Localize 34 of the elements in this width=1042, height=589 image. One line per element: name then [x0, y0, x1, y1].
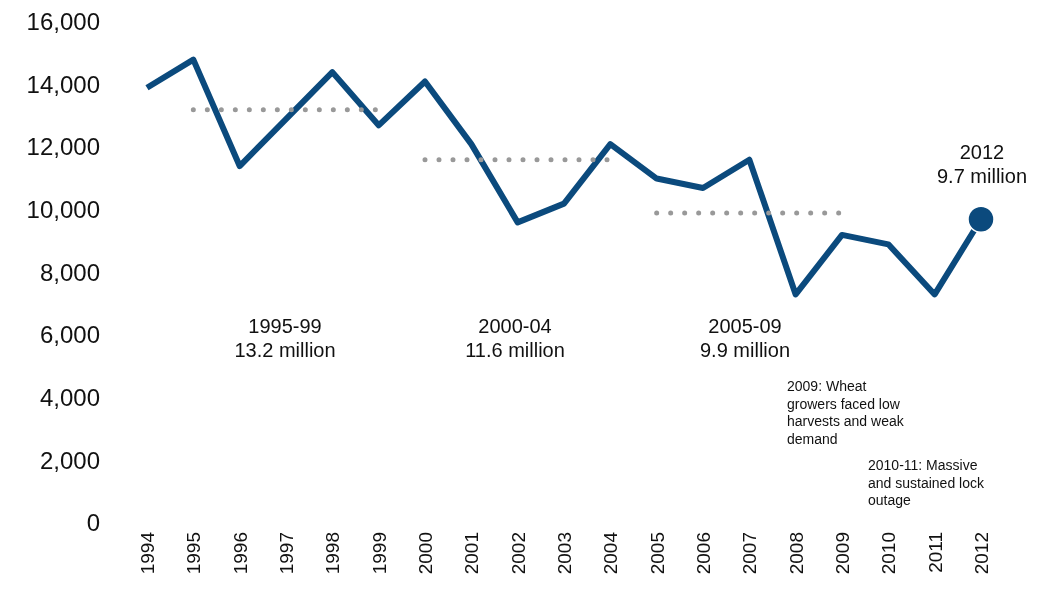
x-tick-label: 1997: [276, 532, 298, 575]
x-tick-label: 2012: [971, 532, 993, 575]
annotation: 2000-04 11.6 million: [465, 315, 565, 361]
x-tick-label: 2010: [878, 532, 900, 575]
y-tick-label: 4,000: [39, 383, 100, 411]
y-tick-label: 10,000: [26, 196, 100, 224]
annotation: 1995-99 13.2 million: [234, 315, 336, 361]
y-tick-label: 6,000: [39, 321, 100, 349]
x-tick-label: 2002: [507, 532, 529, 575]
x-tick-label: 2000: [415, 532, 437, 575]
x-tick-label: 2001: [461, 532, 483, 575]
x-tick-label: 1995: [183, 532, 205, 575]
y-tick-label: 8,000: [39, 258, 100, 286]
x-tick-label: 2006: [693, 532, 715, 575]
annotation: 2010-11: Massive and sustained lock outage: [868, 457, 985, 508]
x-tick-label: 1999: [368, 532, 390, 575]
x-tick-label: 2004: [600, 531, 622, 575]
x-tick-label: 1994: [137, 531, 159, 575]
y-tick-label: 2,000: [39, 446, 100, 474]
y-tick-label: 0: [86, 509, 100, 537]
x-tick-label: 1996: [229, 532, 251, 575]
x-tick-label: 2005: [646, 532, 668, 575]
x-tick-label: 2007: [739, 532, 761, 575]
y-tick-label: 14,000: [26, 70, 100, 98]
x-tick-label: 2011: [924, 532, 946, 573]
y-tick-label: 16,000: [26, 8, 100, 36]
x-tick-label: 1998: [322, 532, 344, 575]
y-tick-label: 12,000: [26, 133, 100, 161]
x-tick-label: 2009: [832, 532, 854, 575]
annotation: 2012 9.7 million: [936, 141, 1028, 187]
x-tick-label: 2003: [554, 532, 576, 575]
annotation: 2009: Wheat growers faced low harvests and weak demand: [787, 378, 905, 447]
x-tick-label: 2008: [785, 532, 807, 575]
annotation: 2005-09 9.9 million: [699, 315, 791, 361]
